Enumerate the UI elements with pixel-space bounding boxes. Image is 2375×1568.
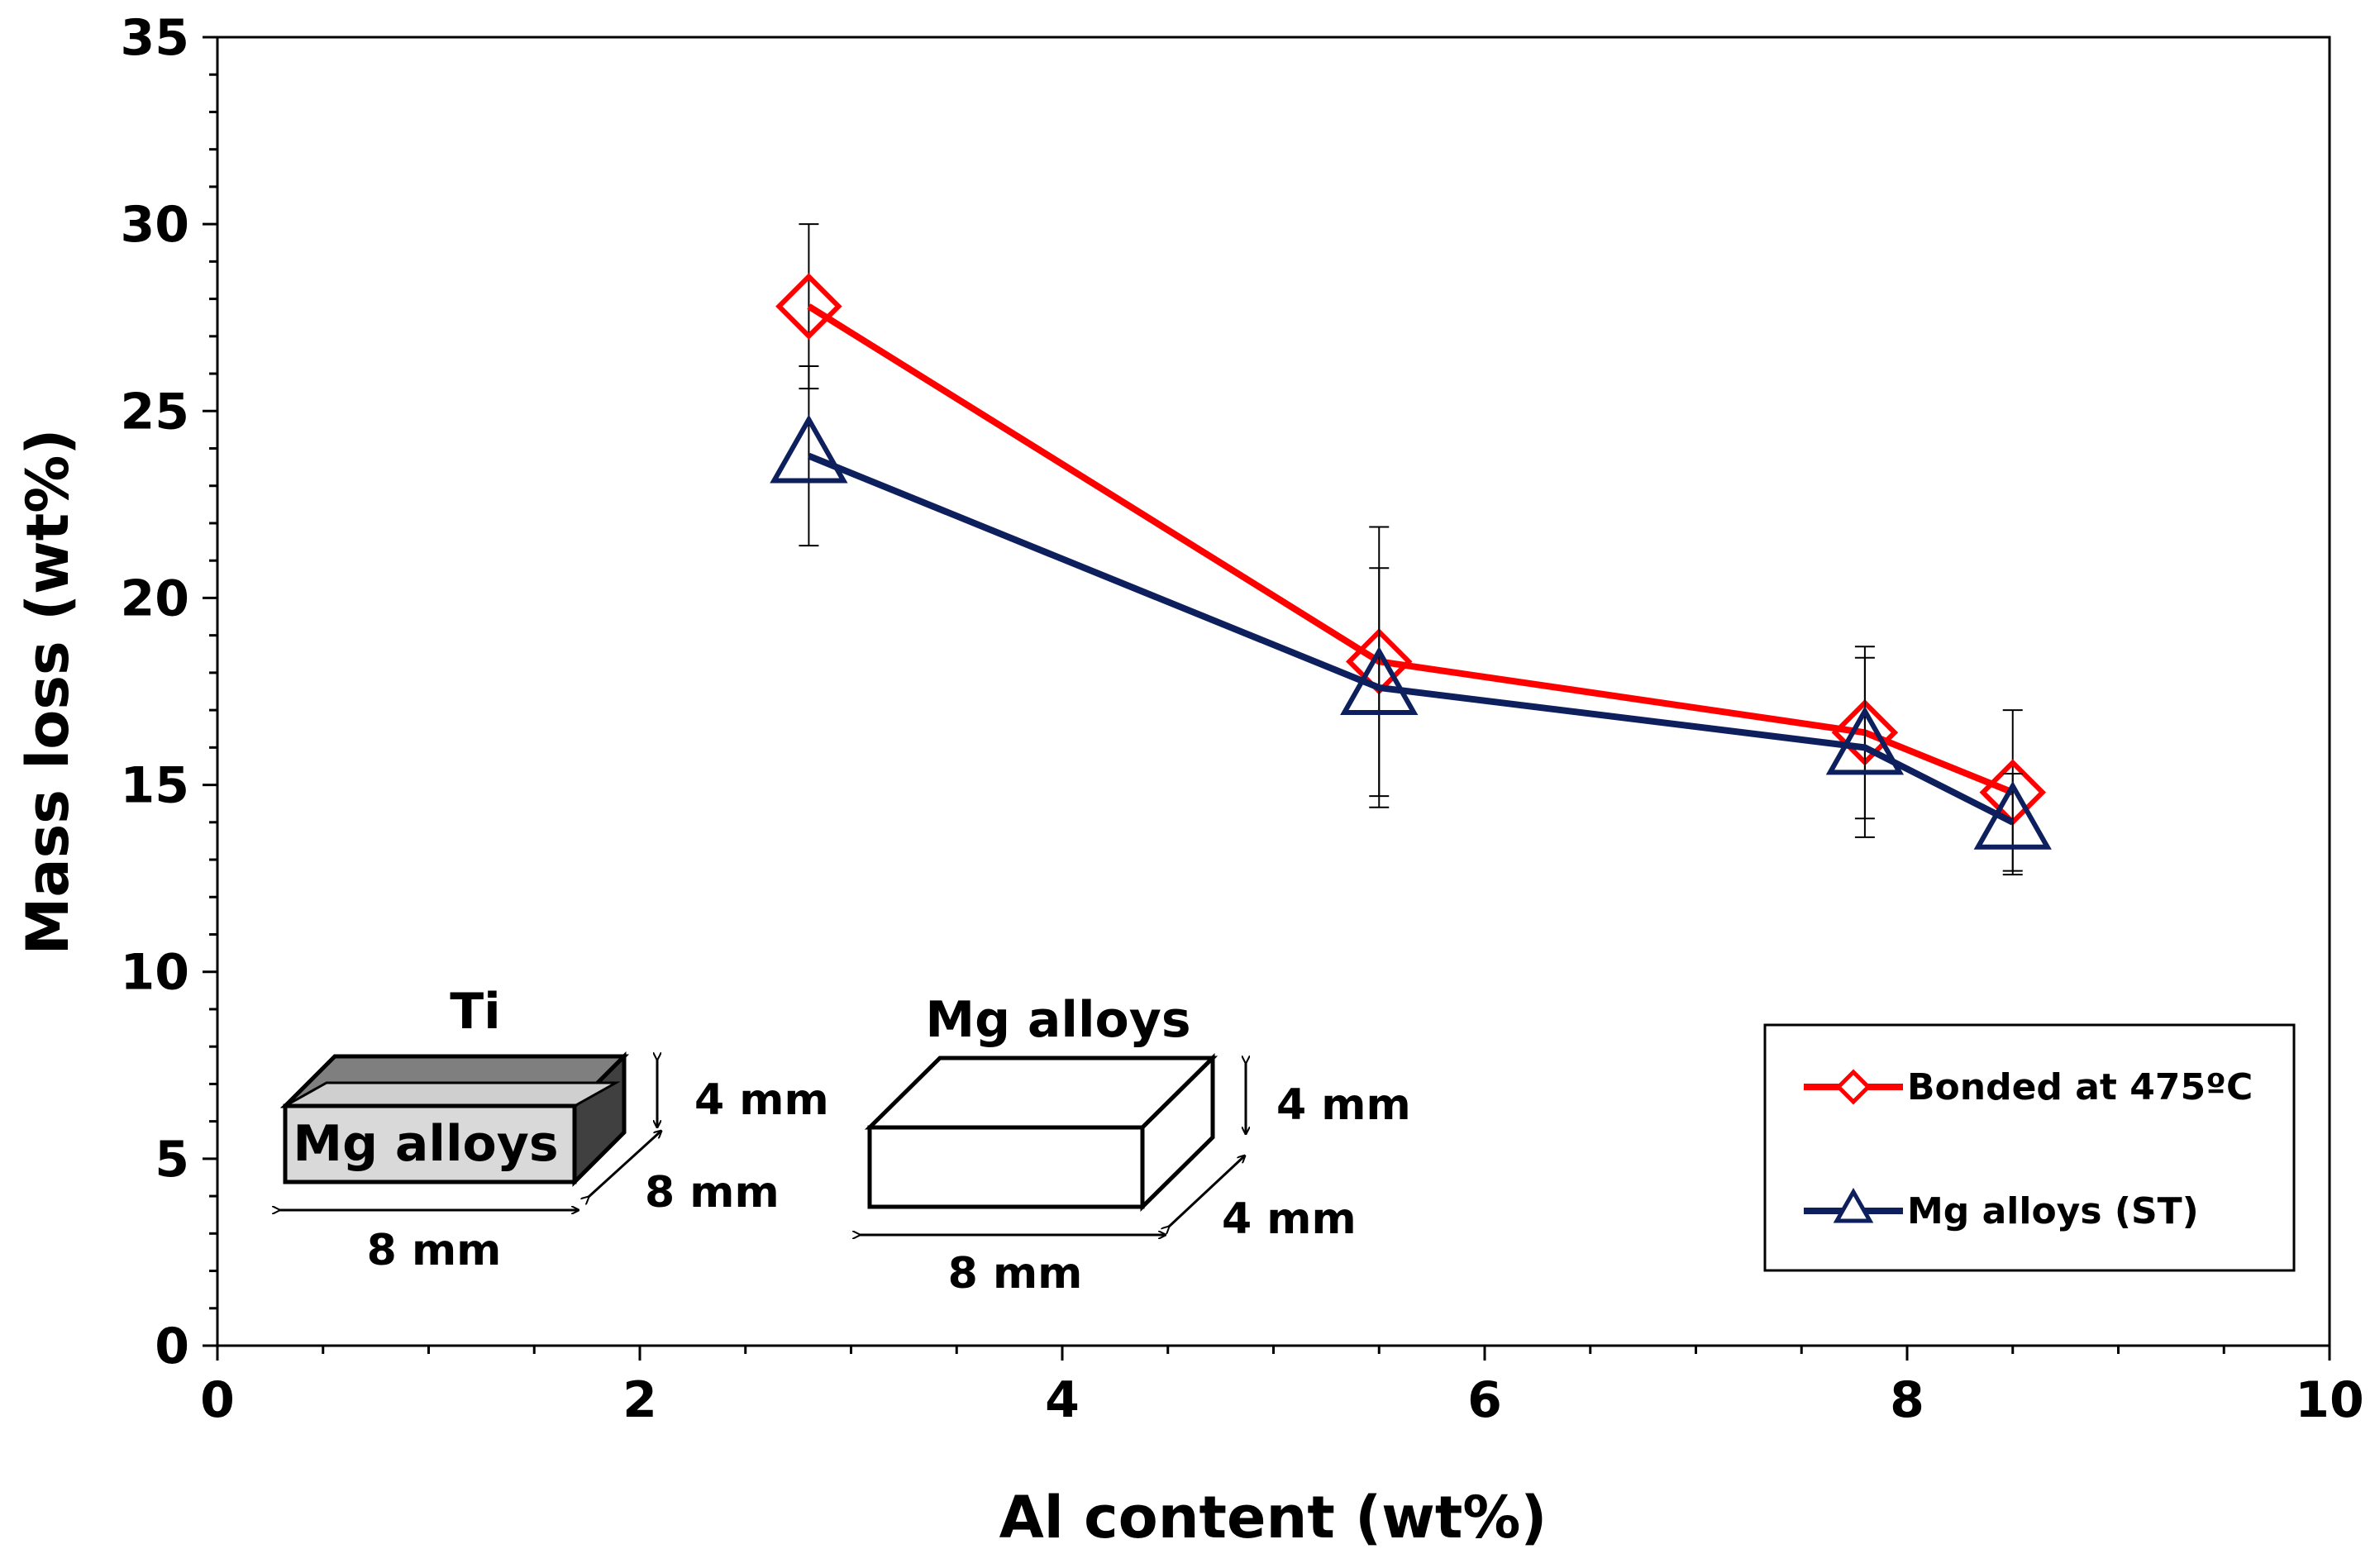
y-tick-label: 5 — [155, 1131, 189, 1189]
x-tick-label: 2 — [622, 1371, 657, 1429]
tick-labels: 0 2 4 6 8 10 0 5 10 15 20 25 30 35 — [121, 9, 2364, 1429]
left-inset-depth-label: 8 mm — [645, 1168, 780, 1218]
y-tick-label: 15 — [121, 757, 190, 815]
x-tick-label: 6 — [1467, 1371, 1502, 1429]
right-inset-height-label: 4 mm — [1276, 1080, 1411, 1130]
right-block-front — [867, 1125, 1145, 1209]
y-tick-label: 35 — [121, 9, 190, 67]
y-tick-label: 30 — [121, 196, 190, 254]
legend-marker-1 — [1833, 1187, 1874, 1223]
legend: Bonded at 475ºC Mg alloys (ST) — [1763, 1023, 2296, 1272]
series-0 — [775, 223, 2046, 876]
triangle-marker — [770, 414, 848, 484]
series-1 — [770, 365, 2052, 872]
legend-label-1: Mg alloys (ST) — [1907, 1190, 2199, 1232]
x-tick-label: 10 — [2295, 1371, 2364, 1429]
legend-box — [1763, 1023, 2296, 1272]
series-line — [807, 452, 2015, 826]
left-inset-diagram: Mg alloys Ti 4 mm 8 mm 8 mm — [279, 983, 829, 1275]
axes-ticks — [203, 36, 2331, 1361]
right-inset-title: Mg alloys — [925, 991, 1190, 1049]
right-inset-width-label: 8 mm — [948, 1249, 1083, 1299]
right-inset-diagram: Mg alloys 4 mm 4 mm 8 mm — [860, 991, 1411, 1299]
x-tick-label: 8 — [1890, 1371, 1924, 1429]
legend-marker-0 — [1835, 1069, 1872, 1105]
x-tick-label: 0 — [200, 1371, 235, 1429]
y-tick-label: 10 — [121, 944, 190, 1002]
y-tick-label: 0 — [155, 1318, 189, 1375]
triangle-marker — [1340, 646, 1419, 715]
block-top-face — [280, 1081, 621, 1108]
y-axis-title: Mass loss (wt%) — [14, 429, 82, 956]
mg-alloys-block-front — [283, 1103, 577, 1184]
left-inset-height-label: 4 mm — [694, 1075, 829, 1125]
legend-label-0: Bonded at 475ºC — [1907, 1066, 2253, 1108]
triangle-marker — [1973, 780, 2052, 850]
series-line — [807, 303, 2015, 796]
diamond-marker — [775, 273, 842, 340]
x-tick-label: 4 — [1045, 1371, 1080, 1429]
right-depth-arrow — [1169, 1156, 1245, 1227]
left-inset-ti-label: Ti — [450, 983, 501, 1041]
series-layer — [770, 223, 2052, 876]
triangle-marker — [1825, 706, 1905, 775]
right-inset-depth-label: 4 mm — [1222, 1194, 1357, 1244]
left-inset-block-label: Mg alloys — [293, 1115, 558, 1173]
y-tick-label: 25 — [121, 383, 190, 441]
y-tick-label: 20 — [121, 570, 190, 627]
x-axis-title: Al content (wt%) — [999, 1484, 1548, 1551]
left-depth-arrow — [589, 1131, 661, 1197]
left-inset-width-label: 8 mm — [367, 1226, 502, 1275]
